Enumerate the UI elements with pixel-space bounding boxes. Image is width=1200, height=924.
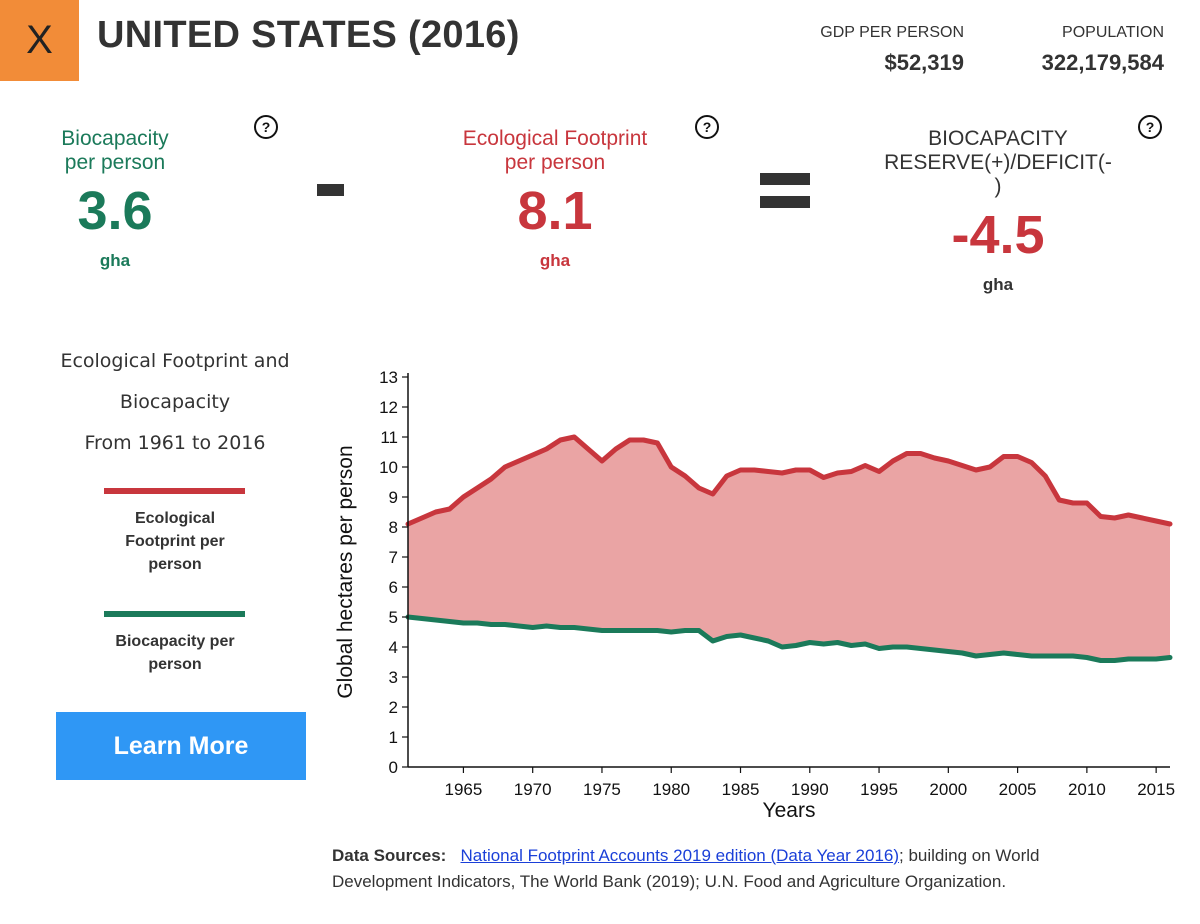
- footprint-metric: Ecological Footprint per person 8.1 gha: [440, 127, 670, 271]
- biocapacity-metric: Biocapacity per person 3.6 gha: [40, 127, 190, 271]
- equals-sign-top: [760, 173, 810, 185]
- x-axis-label: Years: [763, 799, 816, 822]
- population-label: POPULATION: [1062, 24, 1164, 41]
- y-tick-label: 2: [389, 698, 398, 717]
- y-tick-label: 8: [389, 518, 398, 537]
- sources-link[interactable]: National Footprint Accounts 2019 edition…: [460, 846, 900, 865]
- equals-sign-bottom: [760, 196, 810, 208]
- learn-more-button[interactable]: Learn More: [56, 712, 306, 780]
- y-axis-label: Global hectares per person: [334, 445, 357, 698]
- reserve-help-icon[interactable]: ?: [1138, 115, 1162, 139]
- footprint-line: [405, 434, 1173, 527]
- population-stat: POPULATION 322,179,584: [1042, 24, 1164, 76]
- biocapacity-unit: gha: [99, 251, 131, 270]
- y-tick-label: 13: [379, 368, 398, 387]
- biocapacity-line: [405, 614, 1173, 663]
- x-tick-label: 1980: [652, 780, 690, 799]
- legend-biocapacity-swatch: [104, 611, 245, 617]
- x-tick-label: 2015: [1137, 780, 1175, 799]
- x-tick-label: 1965: [445, 780, 483, 799]
- population-value: 322,179,584: [1041, 50, 1164, 75]
- x-tick-label: 2000: [929, 780, 967, 799]
- reserve-value: -4.5: [951, 205, 1045, 265]
- y-tick-label: 11: [380, 428, 398, 447]
- y-tick-label: 9: [389, 488, 398, 507]
- data-sources: Data Sources: National Footprint Account…: [332, 843, 1132, 895]
- y-tick-label: 6: [389, 578, 398, 597]
- deficit-area: [408, 437, 1170, 661]
- biocapacity-value: 3.6: [77, 181, 153, 241]
- x-tick-label: 1985: [722, 780, 760, 799]
- reserve-label: BIOCAPACITY RESERVE(+)/DEFICIT(- ): [884, 127, 1112, 198]
- gdp-label: GDP PER PERSON: [820, 24, 964, 41]
- legend-biocapacity-label: Biocapacity per person: [115, 633, 235, 673]
- y-tick-label: 3: [389, 668, 398, 687]
- close-button[interactable]: X: [0, 0, 79, 81]
- sources-text: ; building on World: [899, 846, 1040, 865]
- gdp-stat: GDP PER PERSON $52,319: [820, 24, 964, 76]
- y-tick-label: 4: [389, 638, 398, 657]
- reserve-unit: gha: [982, 275, 1014, 294]
- footprint-help-icon[interactable]: ?: [695, 115, 719, 139]
- biocapacity-help-icon[interactable]: ?: [254, 115, 278, 139]
- legend-footprint-swatch: [104, 488, 245, 494]
- x-tick-label: 1990: [791, 780, 829, 799]
- biocapacity-label: Biocapacity per person: [61, 127, 169, 174]
- y-tick-label: 7: [389, 548, 398, 567]
- gdp-value: $52,319: [884, 50, 964, 75]
- sources-label: Data Sources:: [332, 846, 447, 865]
- y-tick-label: 10: [379, 458, 398, 477]
- footprint-unit: gha: [539, 251, 571, 270]
- chart-description: Ecological Footprint and Biocapacity Fro…: [60, 350, 290, 454]
- x-tick-label: 1975: [583, 780, 621, 799]
- x-tick-label: 1995: [860, 780, 898, 799]
- reserve-metric: BIOCAPACITY RESERVE(+)/DEFICIT(- ) -4.5 …: [860, 127, 1136, 295]
- x-tick-label: 2010: [1068, 780, 1106, 799]
- y-tick-label: 12: [379, 398, 398, 417]
- legend-footprint-label: Ecological Footprint per person: [125, 510, 225, 573]
- y-tick-label: 5: [389, 608, 398, 627]
- y-tick-label: 1: [389, 728, 398, 747]
- footprint-value: 8.1: [517, 181, 593, 241]
- minus-sign: [317, 184, 344, 196]
- y-tick-label: 0: [389, 758, 398, 777]
- page-title: UNITED STATES (2016): [97, 14, 520, 56]
- x-tick-label: 2005: [999, 780, 1037, 799]
- sources-text-line2: Development Indicators, The World Bank (…: [332, 872, 1007, 891]
- x-tick-label: 1970: [514, 780, 552, 799]
- footprint-label: Ecological Footprint per person: [462, 127, 648, 174]
